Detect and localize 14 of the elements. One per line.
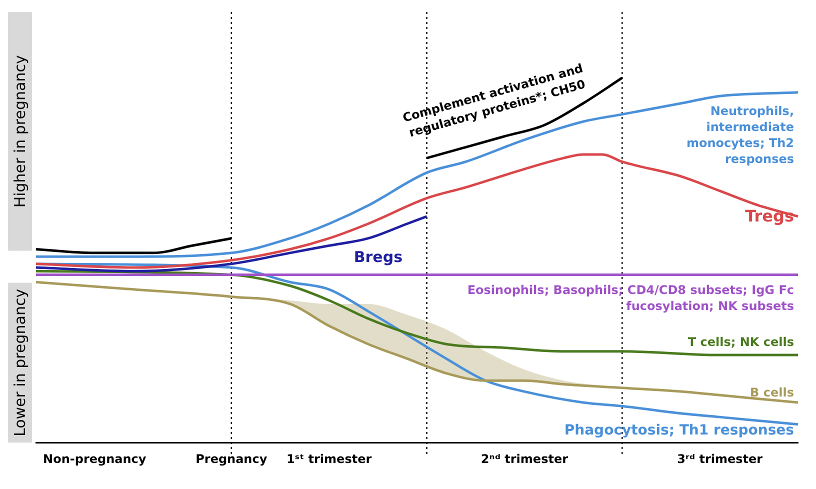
x-tick-label: 2ⁿᵈ trimester: [480, 452, 568, 466]
x-tick-label: 3ʳᵈ trimester: [677, 452, 763, 466]
series-label: Bregs: [354, 248, 403, 266]
x-tick-label: 1ˢᵗ trimester: [286, 452, 372, 466]
text: Higher in pregnancy: [10, 55, 29, 208]
series-label: T cells; NK cells: [688, 335, 794, 350]
series-label: Phagocytosis; Th1 responses: [564, 422, 794, 439]
series-label: Neutrophils, intermediate monocytes; Th2 responses: [686, 104, 794, 166]
series-label: Tregs: [745, 206, 794, 226]
series-label: Eosinophils; Basophils; CD4/CD8 subsets; IgG Fc fucosylation; NK subsets: [467, 282, 794, 313]
text: Lower in pregnancy: [10, 288, 29, 436]
x-tick-label: Non-pregnancy: [43, 452, 146, 466]
series-label: B cells: [750, 385, 794, 400]
x-tick-label: Pregnancy: [196, 452, 268, 466]
